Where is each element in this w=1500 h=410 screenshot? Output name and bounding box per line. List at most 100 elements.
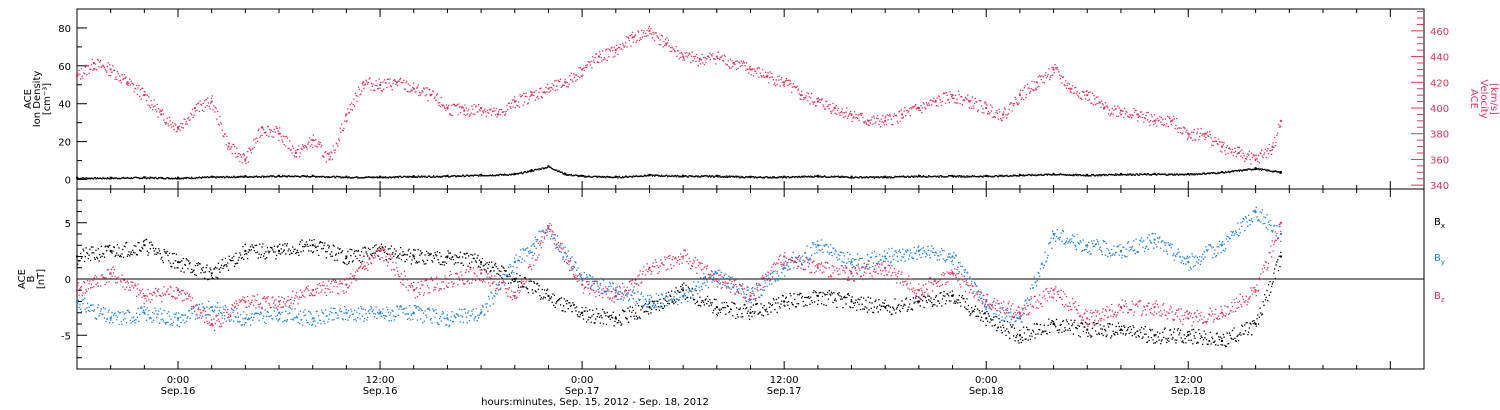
density-sample xyxy=(763,177,765,179)
bx-sample xyxy=(145,239,147,241)
velocity-sample xyxy=(186,123,188,125)
bx-sample xyxy=(409,255,411,258)
density-sample xyxy=(1092,173,1094,176)
bx-sample xyxy=(578,311,580,313)
bx-sample xyxy=(1172,337,1174,339)
velocity-sample xyxy=(1163,123,1166,126)
bx-sample xyxy=(1110,337,1112,339)
density-sample xyxy=(1080,174,1082,177)
bx-sample xyxy=(382,247,384,249)
density-sample xyxy=(872,176,875,178)
velocity-sample xyxy=(1182,132,1184,134)
density-sample xyxy=(1182,174,1185,176)
velocity-sample xyxy=(703,56,705,59)
velocity-sample xyxy=(1233,151,1235,154)
velocity-sample xyxy=(568,83,570,85)
density-sample xyxy=(1127,174,1130,176)
velocity-sample xyxy=(103,65,105,67)
velocity-sample xyxy=(232,143,234,146)
density-sample xyxy=(851,176,853,178)
velocity-sample xyxy=(541,96,543,99)
velocity-sample xyxy=(768,77,771,79)
bx-sample xyxy=(253,249,256,252)
density-sample xyxy=(513,174,515,176)
velocity-sample xyxy=(295,155,298,158)
velocity-sample xyxy=(769,71,771,73)
velocity-sample xyxy=(258,128,260,130)
velocity-sample xyxy=(827,105,829,108)
density-sample xyxy=(406,175,409,178)
bx-sample xyxy=(1167,337,1169,340)
bx-sample xyxy=(1163,328,1166,330)
density-sample xyxy=(269,175,272,177)
velocity-sample xyxy=(1107,107,1109,109)
velocity-sample xyxy=(641,36,644,38)
density-sample xyxy=(1218,172,1221,174)
density-sample xyxy=(1023,175,1026,177)
density-sample xyxy=(487,175,489,177)
density-sample xyxy=(1081,174,1083,177)
velocity-sample xyxy=(1176,117,1178,120)
velocity-sample xyxy=(132,82,134,85)
velocity-sample xyxy=(296,149,298,151)
bx-sample xyxy=(811,301,814,304)
velocity-sample xyxy=(636,39,638,42)
velocity-sample xyxy=(679,52,681,54)
density-sample xyxy=(390,176,392,179)
velocity-sample xyxy=(562,84,565,86)
density-sample xyxy=(707,176,709,178)
velocity-sample xyxy=(422,91,424,93)
density-sample xyxy=(373,176,376,178)
density-sample xyxy=(687,176,690,178)
velocity-sample xyxy=(168,116,171,119)
bx-sample xyxy=(668,303,670,305)
bx-sample xyxy=(998,318,1000,320)
velocity-sample xyxy=(337,145,339,147)
density-sample xyxy=(598,176,600,178)
bx-sample xyxy=(752,304,755,306)
velocity-sample xyxy=(341,123,343,125)
density-sample xyxy=(1205,173,1208,175)
bx-point xyxy=(1086,328,1089,331)
velocity-sample xyxy=(866,119,869,121)
density-sample xyxy=(1210,172,1212,174)
velocity-sample xyxy=(1168,116,1170,118)
bx-sample xyxy=(833,299,836,301)
velocity-sample xyxy=(268,135,270,137)
velocity-sample xyxy=(327,153,329,155)
density-sample xyxy=(192,177,194,180)
bx-sample xyxy=(449,252,452,254)
velocity-sample xyxy=(107,62,109,64)
bx-sample xyxy=(273,245,275,247)
density-sample xyxy=(765,176,768,178)
velocity-sample xyxy=(889,115,892,117)
density-sample xyxy=(1205,173,1207,175)
bx-sample xyxy=(892,307,895,310)
density-sample xyxy=(147,177,149,179)
bx-sample xyxy=(855,299,857,301)
density-sample xyxy=(120,177,122,179)
velocity-sample xyxy=(512,106,514,108)
bx-sample xyxy=(116,252,118,254)
density-sample xyxy=(1085,174,1088,176)
bx-sample xyxy=(484,269,486,271)
density-sample xyxy=(1194,174,1196,176)
velocity-sample xyxy=(1050,74,1052,77)
bx-sample xyxy=(154,253,156,255)
velocity-sample xyxy=(801,90,803,92)
density-sample xyxy=(403,175,405,177)
velocity-sample xyxy=(887,119,889,121)
bx-sample xyxy=(859,308,862,311)
velocity-sample xyxy=(1247,154,1250,156)
density-sample xyxy=(677,175,680,177)
density-sample xyxy=(260,176,262,178)
density-sample xyxy=(1272,170,1274,172)
density-sample xyxy=(342,177,344,179)
density-sample xyxy=(171,177,173,179)
velocity-sample xyxy=(606,59,608,62)
density-sample xyxy=(756,177,758,179)
velocity-sample xyxy=(798,93,801,95)
bx-sample xyxy=(610,314,612,317)
density-sample xyxy=(615,176,618,178)
bx-sample xyxy=(584,310,586,312)
